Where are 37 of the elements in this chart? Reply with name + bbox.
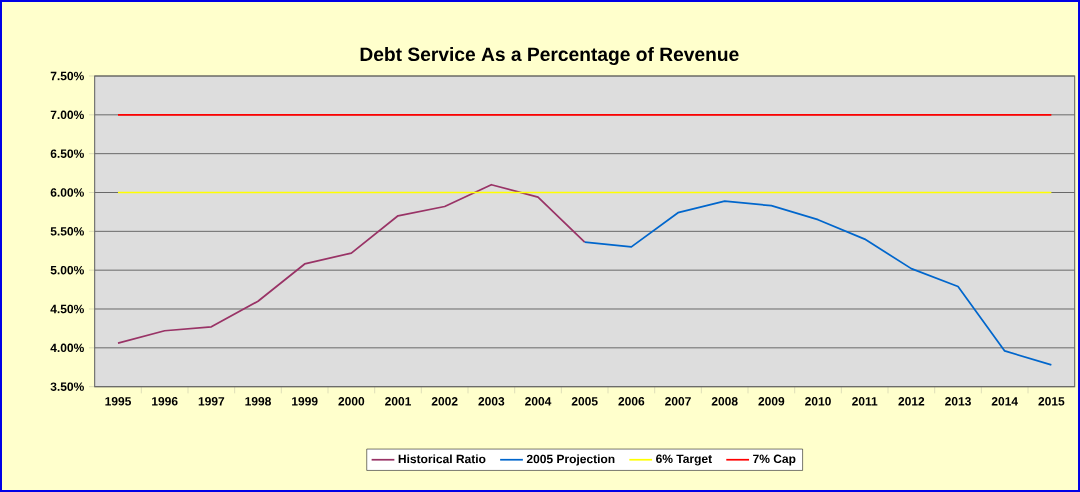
- y-tick-label: 4.00%: [50, 343, 84, 353]
- y-tick-label: 5.50%: [50, 227, 84, 236]
- y-tick-label: 4.50%: [50, 304, 84, 314]
- line-series: [117, 183, 586, 345]
- legend-label: Historical Ratio: [398, 454, 486, 464]
- x-tick-label: 1999: [292, 397, 318, 406]
- x-tick-label: 2004: [525, 397, 552, 406]
- legend-label: 2005 Projection: [526, 454, 615, 466]
- x-tick-label: 2002: [431, 397, 458, 406]
- x-tick-label: 1998: [245, 397, 271, 406]
- x-tick-label: 1995: [105, 397, 132, 406]
- y-tick-label: 6.00%: [50, 188, 84, 197]
- x-tick-label: 2013: [945, 397, 971, 406]
- x-tick-label: 2011: [852, 397, 878, 406]
- y-tick-label: 5.00%: [50, 265, 84, 275]
- x-tick-label: 2015: [1038, 397, 1065, 406]
- line-series: [583, 200, 1053, 366]
- x-tick-label: 2003: [478, 397, 505, 406]
- x-tick-label: 2005: [571, 397, 598, 406]
- x-tick-label: 1997: [198, 397, 225, 406]
- y-tick-label: 3.50%: [50, 382, 84, 391]
- x-tick-label: 2009: [758, 397, 785, 406]
- x-tick-label: 2008: [711, 397, 738, 406]
- x-tick-label: 1996: [152, 397, 178, 406]
- y-tick-label: 6.50%: [50, 149, 84, 158]
- x-tick-label: 2010: [805, 397, 831, 406]
- x-tick-label: 2001: [385, 397, 412, 406]
- x-tick-label: 2000: [338, 397, 365, 406]
- x-tick-label: 2014: [991, 397, 1018, 406]
- x-tick-label: 2007: [665, 397, 691, 406]
- legend-label: 7% Cap: [753, 454, 796, 466]
- y-tick-label: 7.00%: [50, 110, 84, 120]
- legend-label: 6% Target: [656, 454, 712, 466]
- chart-title: Debt Service As a Percentage of Revenue: [360, 47, 739, 65]
- y-tick-label: 7.50%: [50, 71, 84, 81]
- x-tick-label: 2012: [898, 397, 925, 406]
- x-tick-label: 2006: [618, 397, 645, 406]
